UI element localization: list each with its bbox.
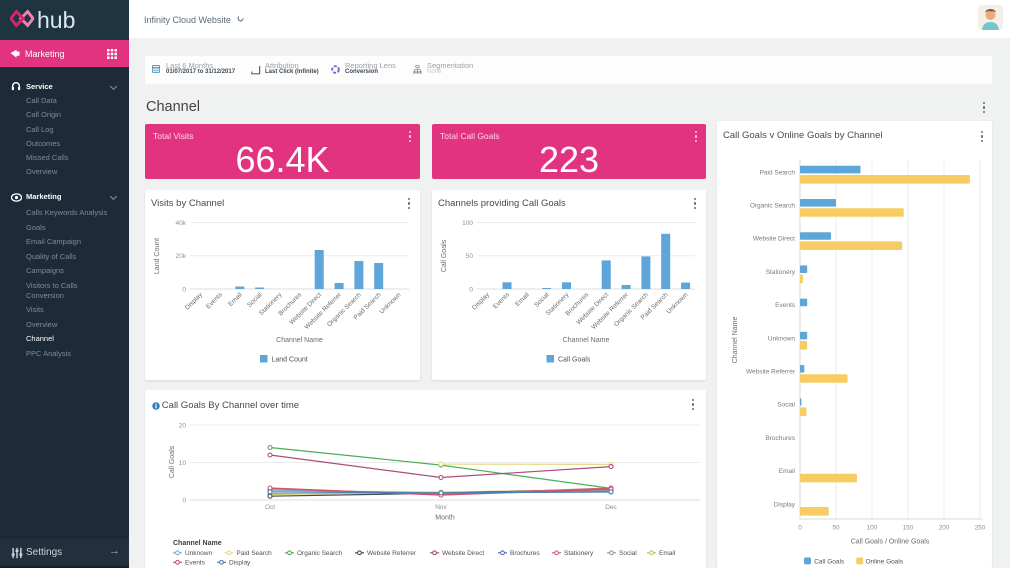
svg-text:Stationery: Stationery (766, 269, 796, 276)
svg-text:Call Goals / Online Goals: Call Goals / Online Goals (851, 539, 930, 546)
svg-text:0: 0 (182, 497, 186, 504)
svg-text:Oct: Oct (265, 504, 275, 511)
svg-text:Land Count: Land Count (154, 238, 161, 274)
svg-text:Display: Display (184, 291, 205, 312)
svg-text:Website Referrer: Website Referrer (746, 369, 796, 376)
svg-text:20k: 20k (176, 253, 187, 260)
svg-text:Unknown: Unknown (378, 291, 402, 315)
svg-text:Paid Search: Paid Search (760, 169, 796, 176)
svg-text:50: 50 (466, 253, 474, 260)
svg-text:100: 100 (462, 220, 473, 227)
svg-text:Display: Display (471, 291, 492, 312)
svg-text:200: 200 (939, 525, 950, 532)
svg-text:Display: Display (229, 560, 251, 567)
svg-text:Dec: Dec (605, 504, 617, 511)
svg-text:Email: Email (227, 291, 244, 308)
svg-text:Online Goals: Online Goals (866, 558, 904, 565)
svg-text:50: 50 (832, 525, 840, 532)
svg-text:20: 20 (179, 422, 187, 429)
svg-text:0: 0 (798, 525, 802, 532)
svg-text:0: 0 (469, 286, 473, 293)
svg-text:10: 10 (179, 460, 187, 467)
svg-text:Call Goals: Call Goals (441, 239, 448, 272)
svg-text:40k: 40k (176, 220, 187, 227)
svg-text:Month: Month (435, 515, 455, 522)
svg-text:Brochures: Brochures (765, 435, 795, 442)
svg-text:Stationery: Stationery (564, 550, 594, 557)
svg-text:100: 100 (867, 525, 878, 532)
svg-text:Brochures: Brochures (510, 550, 540, 557)
svg-text:Events: Events (205, 291, 225, 311)
svg-text:Unknown: Unknown (768, 335, 795, 342)
svg-text:Call Goals: Call Goals (814, 558, 845, 565)
svg-text:Social: Social (533, 291, 551, 309)
svg-text:0: 0 (182, 286, 186, 293)
svg-text:Display: Display (774, 501, 796, 508)
svg-text:Paid Search: Paid Search (236, 550, 272, 557)
svg-text:Unknown: Unknown (185, 550, 212, 557)
svg-text:Call Goals: Call Goals (169, 445, 176, 478)
svg-text:Organic Search: Organic Search (297, 550, 343, 557)
svg-text:Website Referrer: Website Referrer (367, 550, 417, 557)
svg-text:150: 150 (903, 525, 914, 532)
svg-text:Organic Search: Organic Search (750, 203, 796, 210)
svg-text:Events: Events (185, 560, 206, 567)
svg-text:Email: Email (514, 291, 531, 308)
svg-text:Website Direct: Website Direct (442, 550, 484, 557)
svg-text:Unknown: Unknown (665, 291, 689, 315)
svg-text:Email: Email (659, 550, 676, 557)
svg-text:Call Goals: Call Goals (558, 357, 591, 364)
svg-text:Events: Events (492, 291, 512, 311)
svg-text:Social: Social (777, 402, 795, 409)
svg-text:Social: Social (246, 291, 264, 309)
svg-text:Website Direct: Website Direct (753, 236, 795, 243)
svg-text:Land Count: Land Count (272, 357, 308, 364)
svg-text:Email: Email (779, 468, 796, 475)
svg-text:Channel Name: Channel Name (732, 317, 739, 364)
svg-text:Channel Name: Channel Name (276, 337, 323, 344)
svg-text:Channel Name: Channel Name (173, 540, 222, 547)
svg-text:Channel Name: Channel Name (563, 337, 610, 344)
svg-text:Social: Social (619, 550, 637, 557)
svg-text:250: 250 (975, 525, 986, 532)
svg-text:Nov: Nov (435, 504, 447, 511)
svg-text:Events: Events (775, 302, 796, 309)
